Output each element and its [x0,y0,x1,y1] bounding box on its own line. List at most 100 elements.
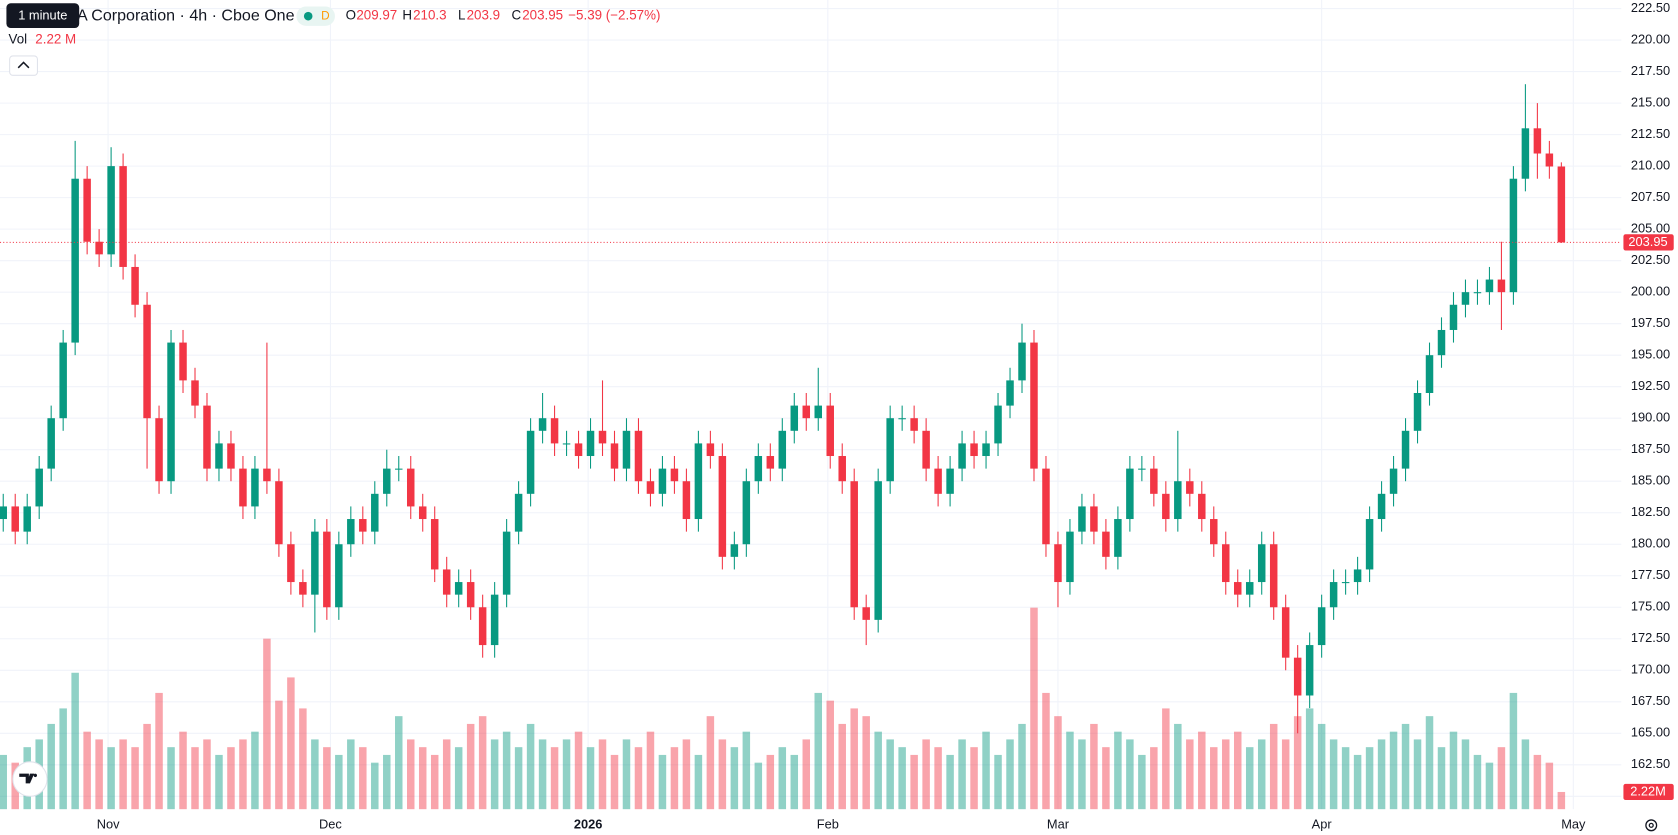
volume-bar [550,747,559,810]
volume-bar [1257,739,1266,810]
volume-bar [790,754,799,810]
candle-body [23,506,31,532]
candle-body [670,468,679,482]
candle-body [1305,645,1314,696]
open-value: 209.97 [356,8,397,23]
candle-body [0,506,7,520]
volume-bar [1413,739,1422,810]
x-tick-label: Mar [1047,817,1070,832]
candle-body [838,456,846,482]
candle-body [1341,582,1350,584]
status-pill[interactable] [296,6,335,26]
volume-bar [538,739,547,810]
volume-bar [1449,731,1458,810]
volume-bar [838,723,846,810]
candle-body [634,430,643,482]
candle-body [826,405,834,457]
close-label: C [512,8,522,23]
candle-body [251,468,259,507]
high-value: 210.3 [413,8,446,23]
candle-body [239,468,247,507]
candle-body [610,443,619,469]
volume-bar [323,747,331,810]
volume-bar [886,739,894,810]
volume-bar [1461,739,1470,810]
volume-bar [1126,739,1134,810]
volume-bar [1245,747,1254,810]
volume-badge-label: 2.22M [1630,783,1666,798]
volume-bar [454,747,463,810]
y-tick-label: 170.00 [1631,662,1670,677]
candle-body [1186,481,1194,494]
last-price-badge [1623,234,1674,251]
volume-bar [311,739,319,810]
candle-body [1150,468,1158,494]
y-tick-label: 217.50 [1631,63,1670,78]
candle-body [1078,506,1086,532]
candle-body [682,481,691,520]
candle-body [1557,166,1566,243]
y-tick-label: 180.00 [1631,536,1670,551]
candle-body [311,531,319,595]
candle-body [454,582,463,595]
volume-bar [1066,731,1074,810]
candle-body [1162,493,1170,520]
candle-body [1317,607,1326,646]
candle-body [1245,582,1254,595]
volume-bar [179,731,187,810]
y-tick-label: 177.50 [1631,567,1670,582]
volume-bar [814,692,822,810]
volume-bar [167,747,175,810]
candle-body [35,468,43,507]
candle-body [47,418,55,469]
candle-body [227,443,235,469]
candle-body [155,418,163,482]
settings-icon[interactable] [1645,819,1658,832]
volume-bar [766,754,775,810]
y-tick-label: 197.50 [1631,315,1670,330]
candle-body [406,468,415,507]
candle-body [11,506,19,532]
candle-body [347,519,355,545]
candle-body [1545,153,1554,167]
volume-bar [1533,754,1542,810]
volume-bar [442,739,451,810]
candle-body [1114,519,1122,557]
candle-body [574,443,583,457]
y-tick-label: 200.00 [1631,284,1670,299]
y-tick-label: 162.50 [1631,756,1670,771]
volume-bar [1042,692,1050,810]
volume-bar [1198,731,1206,810]
volume-bar [155,692,163,810]
logo-mark [19,773,38,784]
collapse-button[interactable] [9,55,38,76]
volume-bar [1377,739,1386,810]
volume-bar [1174,723,1182,810]
candle-body [442,569,451,595]
x-tick-label: Dec [319,817,342,832]
x-tick-label: Nov [97,817,120,832]
volume-bar [1509,692,1518,810]
candle-body [562,443,571,445]
candle-body [730,544,739,557]
candle-body [886,418,894,482]
volume-bar [1150,747,1158,810]
volume-bar [395,716,403,810]
candle-body [167,342,175,482]
candle-body [1090,506,1098,532]
y-tick-label: 190.00 [1631,410,1670,425]
volume-bar [1401,723,1410,810]
volume-bar [299,708,307,810]
candle-body [1329,582,1338,608]
candle-body [418,506,427,520]
volume-bar [1210,747,1218,810]
candle-body [778,430,787,469]
candles [0,84,1622,734]
y-tick-label: 210.00 [1631,158,1670,173]
volume-bar [430,754,439,810]
candle-body [107,166,115,255]
volume-bar [502,731,511,810]
volume-bar [610,754,619,810]
candle-body [526,430,535,494]
volume-bar [131,747,139,810]
